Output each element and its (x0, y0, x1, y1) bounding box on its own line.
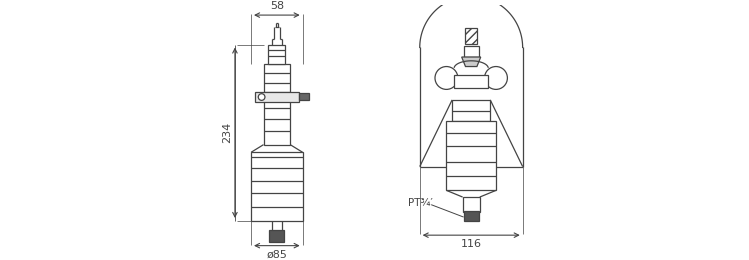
Bar (268, 45, 285, 64)
Bar (264, 100, 290, 145)
Text: PT¾′: PT¾′ (408, 198, 433, 208)
Bar (299, 93, 309, 100)
Bar (264, 64, 290, 92)
Polygon shape (461, 57, 481, 67)
Bar (464, 211, 479, 221)
Bar (446, 121, 496, 190)
Bar (463, 197, 480, 212)
Text: 116: 116 (461, 239, 482, 249)
Text: 58: 58 (270, 1, 284, 11)
Bar (255, 92, 299, 102)
Bar (465, 28, 477, 44)
Bar (251, 152, 303, 221)
Bar (269, 230, 285, 242)
Circle shape (485, 67, 507, 89)
Text: 234: 234 (222, 122, 232, 143)
Circle shape (435, 67, 458, 89)
Text: ø85: ø85 (267, 249, 288, 259)
Bar (464, 46, 479, 57)
Bar (454, 75, 488, 88)
Bar (452, 100, 491, 121)
Circle shape (258, 94, 265, 100)
